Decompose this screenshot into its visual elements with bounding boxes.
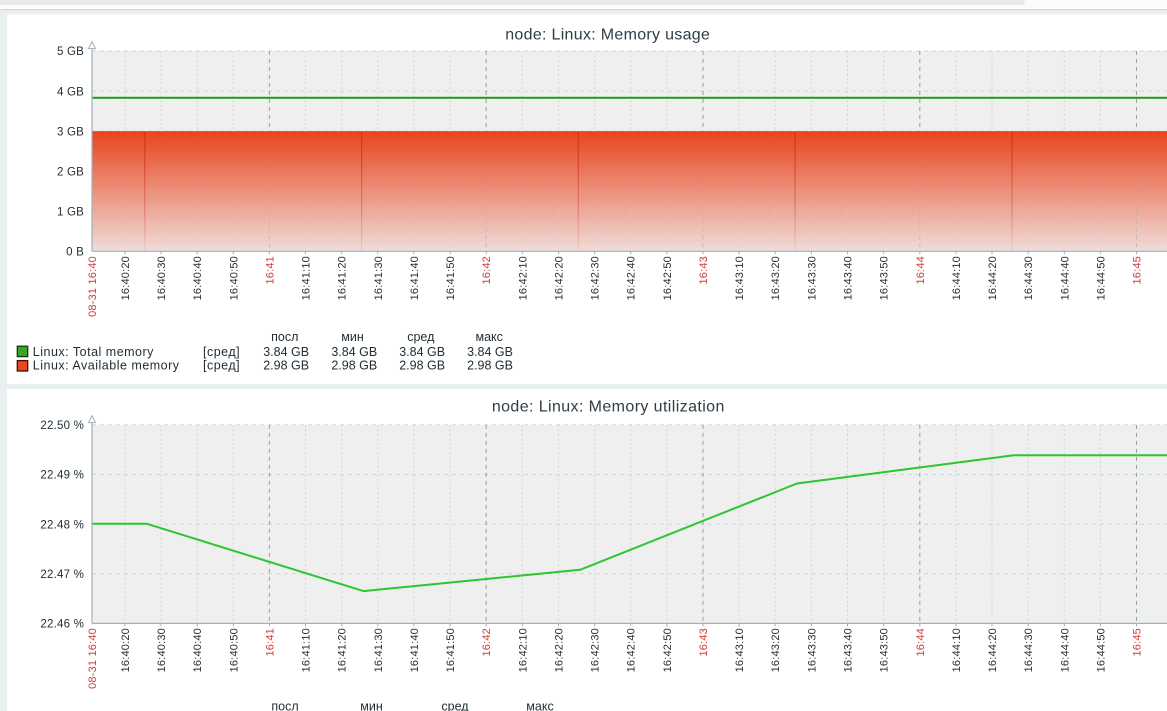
svg-text:16:40:40: 16:40:40 <box>192 256 204 300</box>
svg-text:16:42:20: 16:42:20 <box>554 256 566 300</box>
svg-text:16:43: 16:43 <box>698 628 710 657</box>
svg-text:16:44: 16:44 <box>915 256 927 285</box>
svg-text:[сред]: [сред] <box>203 358 240 372</box>
svg-text:16:41:50: 16:41:50 <box>445 256 457 300</box>
svg-text:3.84 GB: 3.84 GB <box>331 345 377 359</box>
svg-text:node: Linux: Memory utilizatio: node: Linux: Memory utilization <box>492 399 725 416</box>
svg-text:сред: сред <box>441 700 469 711</box>
svg-text:22.48 %: 22.48 % <box>40 519 84 531</box>
svg-text:посл: посл <box>271 330 298 344</box>
svg-text:16:45: 16:45 <box>1132 256 1144 285</box>
svg-text:16:40:50: 16:40:50 <box>228 256 240 300</box>
svg-text:16:40:20: 16:40:20 <box>120 628 132 672</box>
svg-text:4 GB: 4 GB <box>57 86 84 98</box>
svg-text:16:43:20: 16:43:20 <box>770 256 782 300</box>
svg-text:16:42:30: 16:42:30 <box>590 256 602 300</box>
svg-text:16:40:40: 16:40:40 <box>192 628 204 672</box>
svg-text:16:44:20: 16:44:20 <box>987 628 999 672</box>
svg-text:16:44: 16:44 <box>915 628 927 657</box>
svg-text:16:42:40: 16:42:40 <box>626 256 638 300</box>
svg-text:16:44:40: 16:44:40 <box>1059 628 1071 672</box>
svg-text:16:42:50: 16:42:50 <box>662 256 674 300</box>
svg-text:16:40:20: 16:40:20 <box>120 256 132 300</box>
svg-text:посл: посл <box>271 700 298 711</box>
svg-text:22.49 %: 22.49 % <box>40 470 84 482</box>
svg-text:16:43:50: 16:43:50 <box>879 256 891 300</box>
svg-text:22.50 %: 22.50 % <box>40 420 84 432</box>
svg-text:16:42: 16:42 <box>481 256 493 285</box>
svg-text:16:41:40: 16:41:40 <box>409 256 421 300</box>
svg-text:2.98 GB: 2.98 GB <box>263 358 309 372</box>
svg-text:08-31 16:40: 08-31 16:40 <box>87 256 99 317</box>
svg-text:16:41:40: 16:41:40 <box>409 628 421 672</box>
svg-text:08-31 16:40: 08-31 16:40 <box>87 628 99 689</box>
svg-text:2.98 GB: 2.98 GB <box>399 358 445 372</box>
svg-text:16:43:10: 16:43:10 <box>734 256 746 300</box>
svg-text:мин: мин <box>341 330 364 344</box>
svg-text:16:42:50: 16:42:50 <box>662 628 674 672</box>
svg-text:3 GB: 3 GB <box>57 126 84 138</box>
svg-text:макс: макс <box>526 700 553 711</box>
svg-text:мин: мин <box>360 700 383 711</box>
svg-text:Linux: Total memory: Linux: Total memory <box>33 345 154 359</box>
svg-text:[сред]: [сред] <box>203 345 240 359</box>
svg-text:16:44:30: 16:44:30 <box>1023 628 1035 672</box>
svg-text:16:45: 16:45 <box>1132 628 1144 657</box>
svg-text:16:44:20: 16:44:20 <box>987 256 999 300</box>
svg-text:16:43:30: 16:43:30 <box>806 256 818 300</box>
svg-text:5 GB: 5 GB <box>57 46 84 58</box>
svg-text:2 GB: 2 GB <box>57 166 84 178</box>
svg-text:22.47 %: 22.47 % <box>40 569 84 581</box>
svg-text:16:42: 16:42 <box>481 628 493 657</box>
svg-text:16:41:30: 16:41:30 <box>373 628 385 672</box>
svg-text:node: Linux: Memory usage: node: Linux: Memory usage <box>505 26 710 43</box>
svg-text:3.84 GB: 3.84 GB <box>263 345 309 359</box>
svg-text:16:43:20: 16:43:20 <box>770 628 782 672</box>
svg-text:1 GB: 1 GB <box>57 206 84 218</box>
svg-text:16:41:20: 16:41:20 <box>337 256 349 300</box>
svg-text:16:43:10: 16:43:10 <box>734 628 746 672</box>
svg-text:16:42:40: 16:42:40 <box>626 628 638 672</box>
svg-text:16:43:40: 16:43:40 <box>843 628 855 672</box>
svg-text:3.84 GB: 3.84 GB <box>467 345 513 359</box>
svg-text:16:40:30: 16:40:30 <box>156 256 168 300</box>
svg-text:16:41:50: 16:41:50 <box>445 628 457 672</box>
svg-text:16:44:30: 16:44:30 <box>1023 256 1035 300</box>
svg-text:16:40:50: 16:40:50 <box>228 628 240 672</box>
svg-text:16:41:20: 16:41:20 <box>337 628 349 672</box>
svg-text:16:43: 16:43 <box>698 256 710 285</box>
svg-text:сред: сред <box>407 330 435 344</box>
svg-text:16:41: 16:41 <box>264 256 276 285</box>
svg-text:16:42:30: 16:42:30 <box>590 628 602 672</box>
svg-text:16:43:40: 16:43:40 <box>843 256 855 300</box>
svg-text:16:41: 16:41 <box>264 628 276 657</box>
svg-text:макс: макс <box>475 330 502 344</box>
svg-text:16:42:10: 16:42:10 <box>517 256 529 300</box>
svg-text:16:44:50: 16:44:50 <box>1095 256 1107 300</box>
svg-text:2.98 GB: 2.98 GB <box>331 358 377 372</box>
svg-text:16:42:20: 16:42:20 <box>554 628 566 672</box>
svg-text:16:41:30: 16:41:30 <box>373 256 385 300</box>
svg-text:22.46 %: 22.46 % <box>40 619 84 631</box>
svg-text:16:44:10: 16:44:10 <box>951 256 963 300</box>
svg-text:Linux: Available memory: Linux: Available memory <box>33 358 180 372</box>
svg-text:16:43:30: 16:43:30 <box>806 628 818 672</box>
svg-text:16:40:30: 16:40:30 <box>156 628 168 672</box>
svg-text:16:41:10: 16:41:10 <box>301 256 313 300</box>
svg-text:16:42:10: 16:42:10 <box>517 628 529 672</box>
svg-text:16:44:40: 16:44:40 <box>1059 256 1071 300</box>
svg-text:16:43:50: 16:43:50 <box>879 628 891 672</box>
svg-text:0 B: 0 B <box>66 247 84 259</box>
svg-text:16:44:50: 16:44:50 <box>1095 628 1107 672</box>
svg-text:2.98 GB: 2.98 GB <box>467 358 513 372</box>
svg-text:16:41:10: 16:41:10 <box>301 628 313 672</box>
svg-text:3.84 GB: 3.84 GB <box>399 345 445 359</box>
svg-text:16:44:10: 16:44:10 <box>951 628 963 672</box>
